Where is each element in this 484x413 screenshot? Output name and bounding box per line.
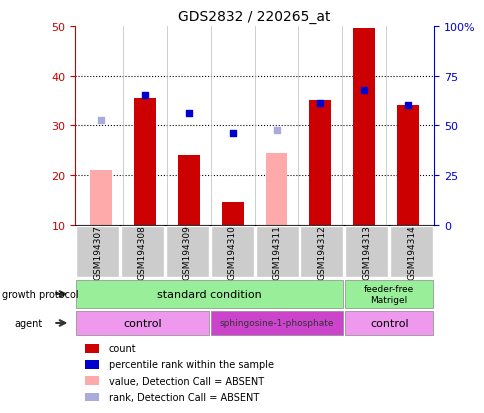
Point [185,110,193,117]
Text: percentile rank within the sample: percentile rank within the sample [108,360,273,370]
Bar [210,311,343,335]
Text: GSM194312: GSM194312 [317,225,326,279]
Bar [166,226,209,278]
Text: GSM194308: GSM194308 [137,225,147,279]
Text: GSM194310: GSM194310 [227,225,236,279]
Point [228,130,236,137]
Text: growth protocol: growth protocol [2,289,79,299]
Bar [121,226,164,278]
Text: GSM194309: GSM194309 [182,225,192,279]
Point [141,93,149,100]
Bar [85,377,99,385]
Text: rank, Detection Call = ABSENT: rank, Detection Call = ABSENT [108,392,258,402]
Bar [352,29,374,225]
Bar [300,226,343,278]
Bar [85,360,99,369]
Text: feeder-free
Matrigel: feeder-free Matrigel [363,285,413,304]
Text: count: count [108,343,136,354]
Bar [210,226,253,278]
Point [403,103,411,109]
Bar [345,226,388,278]
Bar [91,171,112,225]
Bar [178,156,199,225]
Bar [389,226,432,278]
Bar [134,99,156,225]
Text: GSM194314: GSM194314 [406,225,415,279]
Text: GSM194307: GSM194307 [93,225,102,279]
Bar [76,311,209,335]
Text: sphingosine-1-phosphate: sphingosine-1-phosphate [219,319,333,328]
Bar [265,153,287,225]
Text: GSM194313: GSM194313 [362,225,371,279]
Bar [221,203,243,225]
Bar [76,226,119,278]
Bar [309,101,331,225]
Point [360,88,367,95]
Bar [85,344,99,353]
Text: agent: agent [15,318,43,328]
Text: value, Detection Call = ABSENT: value, Detection Call = ABSENT [108,376,263,386]
Text: standard condition: standard condition [157,289,261,299]
Bar [396,106,418,225]
Bar [345,280,432,309]
Point [272,128,280,134]
Text: GSM194311: GSM194311 [272,225,281,279]
Bar [255,226,298,278]
Bar [76,280,343,309]
Bar [345,311,432,335]
Title: GDS2832 / 220265_at: GDS2832 / 220265_at [178,10,330,24]
Text: control: control [123,318,162,328]
Point [97,118,105,124]
Point [316,100,323,107]
Bar [85,393,99,401]
Text: control: control [369,318,408,328]
